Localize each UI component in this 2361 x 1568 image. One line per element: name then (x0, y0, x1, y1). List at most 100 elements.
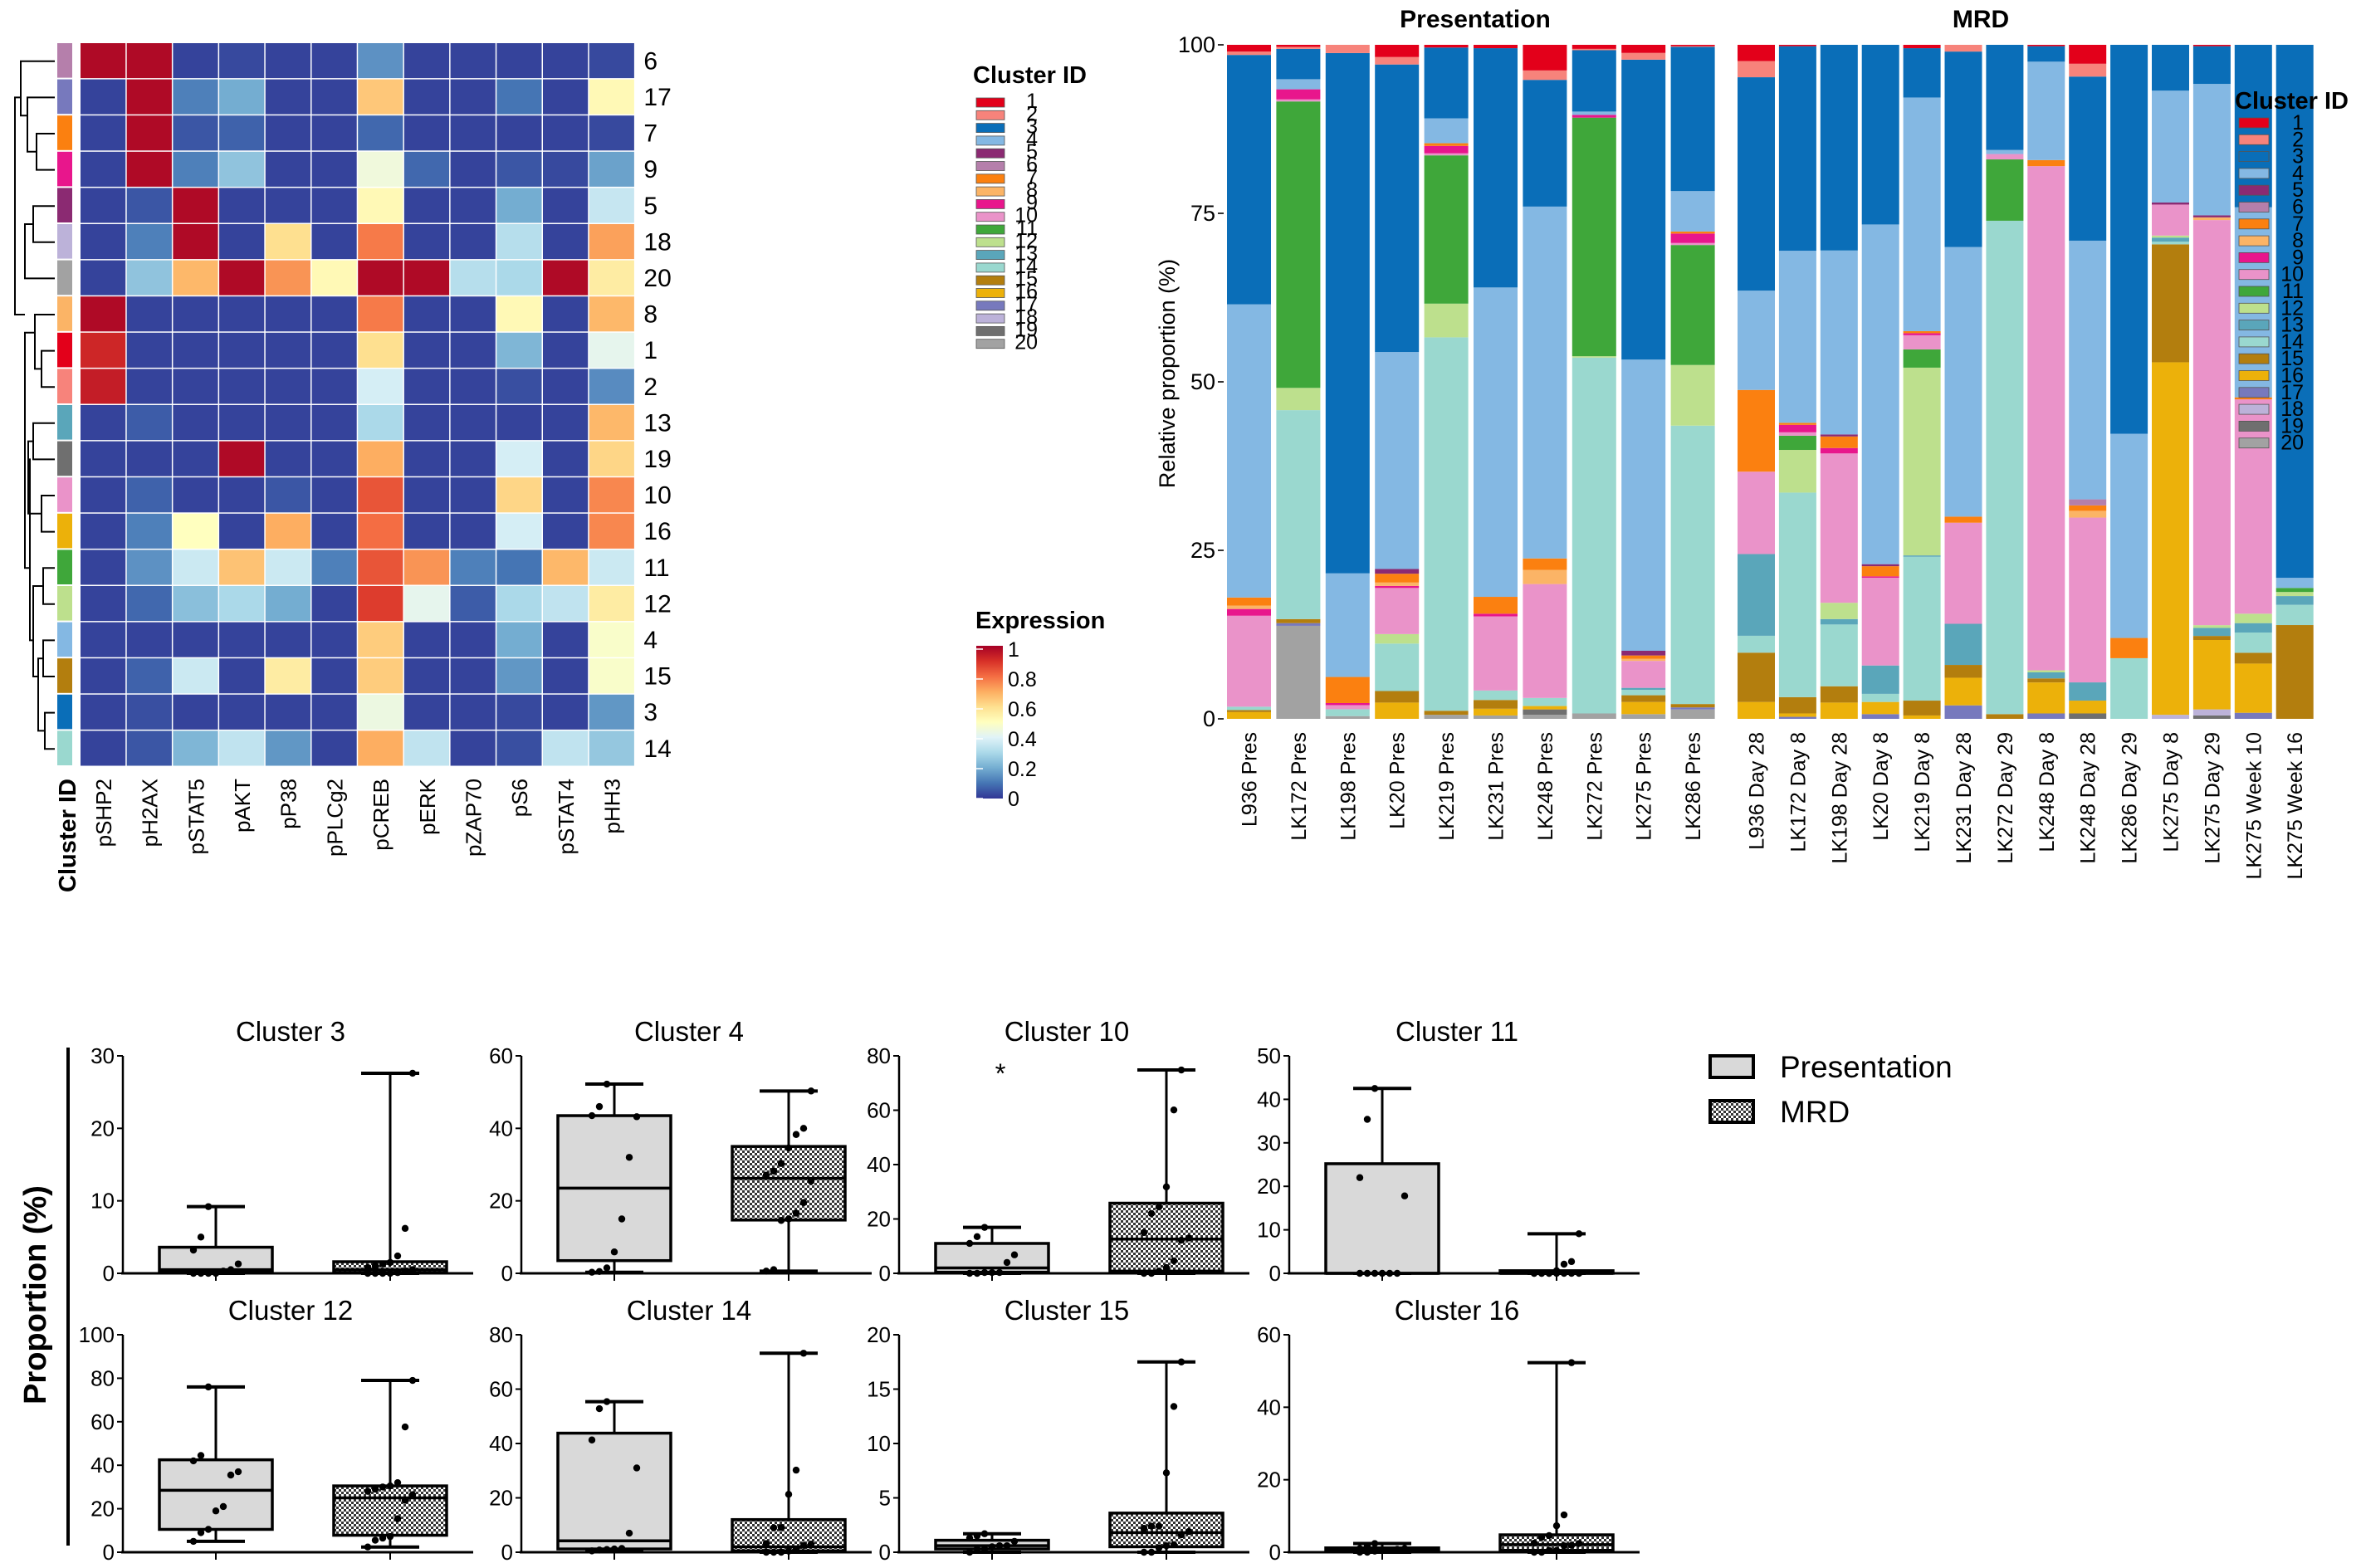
heatmap-cell (403, 550, 450, 585)
bar-segment-cluster-15 (1424, 711, 1469, 716)
heatmap-cell (403, 730, 450, 766)
heatmap-cell (496, 730, 542, 766)
data-point (980, 1530, 989, 1537)
heatmap-cell (173, 513, 218, 549)
data-point (371, 1536, 379, 1544)
dendrogram-link (41, 349, 55, 388)
legend-label-cluster-1: 1 (2292, 111, 2304, 134)
heatmap-cell (126, 550, 172, 585)
box-y-tick-label: 20 (489, 1189, 513, 1214)
bar-segment-cluster-3 (1861, 45, 1899, 225)
data-point (965, 1548, 974, 1556)
bar-segment-cluster-16 (1523, 706, 1567, 710)
heatmap-cell (81, 224, 126, 260)
heatmap-cell (450, 115, 496, 151)
bar-segment-cluster-2 (1375, 56, 1420, 65)
bar-y-tick-label: 25 (1190, 538, 1215, 563)
bar-segment-cluster-14 (2234, 633, 2272, 653)
data-point (988, 1543, 996, 1551)
box-y-tick-label: 20 (1257, 1174, 1281, 1199)
bar-segment-cluster-10 (2069, 517, 2107, 683)
bar-segment-cluster-1 (2027, 45, 2065, 46)
heatmap-column-label: pSTAT4 (554, 779, 579, 855)
heatmap-cell (81, 151, 126, 187)
box-y-tick-label: 20 (1257, 1468, 1281, 1492)
heatmap-cell (358, 513, 403, 549)
box-presentation (556, 1431, 672, 1551)
bar-segment-cluster-3 (1903, 48, 1941, 98)
bar-segment-cluster-13 (1621, 687, 1666, 691)
bar-segment-cluster-12 (1670, 364, 1715, 426)
data-point (408, 1376, 417, 1385)
heatmap-cell (403, 658, 450, 694)
data-point (603, 1264, 611, 1272)
bar-segment-cluster-18 (2192, 709, 2231, 716)
heatmap-cell (450, 43, 496, 79)
bar-segment-cluster-14 (1903, 556, 1941, 701)
bar-segment-cluster-14 (1778, 492, 1816, 697)
bar-segment-cluster-12 (2152, 235, 2189, 238)
data-point (1371, 1269, 1379, 1277)
box-y-tick-label: 0 (103, 1540, 115, 1565)
heatmap-cell (81, 730, 126, 766)
bar-segment-cluster-16 (1944, 677, 1982, 706)
data-point (785, 1144, 793, 1152)
bar-x-label: LK286 Day 29 (2119, 732, 2142, 863)
heatmap-cell (543, 622, 589, 657)
bar-segment-cluster-14 (1572, 357, 1616, 714)
bar-segment-cluster-6 (2069, 499, 2107, 506)
legend-label-cluster-16: 16 (2280, 364, 2304, 388)
bar-segment-cluster-14 (1375, 643, 1420, 691)
bar-x-label: LK231 Pres (1485, 732, 1508, 841)
heatmap-column-label: pS6 (507, 779, 532, 817)
bar-segment-cluster-10 (1903, 335, 1941, 349)
data-point (371, 1263, 379, 1270)
bar-segment-cluster-15 (2027, 678, 2065, 683)
legend-swatch-cluster-14 (975, 262, 1005, 273)
data-point (770, 1548, 778, 1556)
data-point (603, 1080, 611, 1088)
bar-segment-cluster-11 (1276, 101, 1321, 388)
data-point (1177, 1531, 1185, 1539)
legend-swatch-cluster-11 (975, 224, 1005, 235)
heatmap-cell (589, 188, 634, 223)
heatmap-cell (81, 477, 126, 513)
bar-segment-cluster-15 (1820, 686, 1858, 703)
heatmap-cell (126, 43, 172, 79)
row-annotation-cluster-8 (57, 296, 72, 331)
bar-segment-cluster-4 (1523, 206, 1567, 559)
box-y-tick-label: 40 (867, 1152, 891, 1177)
heatmap-cell (450, 188, 496, 223)
heatmap-cell (358, 79, 403, 115)
heatmap-cell (219, 730, 265, 766)
box-presentation (158, 1245, 274, 1274)
heatmap-cell (543, 296, 589, 332)
heatmap-cell (496, 513, 542, 549)
heatmap-cell (358, 477, 403, 513)
box-panel-title: Cluster 15 (1005, 1295, 1129, 1326)
data-point (1575, 1540, 1583, 1547)
heatmap-cell (265, 477, 310, 513)
bar-segment-cluster-20 (1670, 709, 1715, 719)
data-point (364, 1487, 372, 1495)
bar-segment-cluster-1 (1670, 45, 1715, 46)
heatmap-row-label: 20 (643, 265, 671, 292)
heatmap-cell (403, 79, 450, 115)
bar-segment-cluster-2 (1572, 48, 1616, 51)
heatmap-cell (173, 658, 218, 694)
heatmap-cell (81, 260, 126, 296)
bar-segment-cluster-13 (1944, 623, 1982, 666)
heatmap-cell (265, 586, 310, 622)
bar-segment-cluster-14 (2152, 242, 2189, 245)
bar-segment-cluster-14 (1227, 706, 1271, 711)
data-point (1530, 1548, 1538, 1556)
heatmap-cell (543, 369, 589, 404)
bar-segment-cluster-7 (1621, 655, 1666, 659)
heatmap-cell (265, 658, 310, 694)
row-annotation-cluster-11 (57, 550, 72, 584)
data-point (189, 1537, 198, 1546)
data-point (1147, 1269, 1156, 1277)
data-point (807, 1540, 815, 1548)
legend-swatch-cluster-15 (975, 275, 1005, 286)
